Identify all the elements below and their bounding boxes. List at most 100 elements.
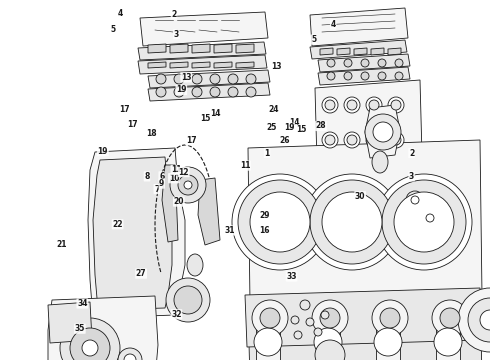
Text: 14: 14: [289, 118, 299, 127]
Polygon shape: [236, 44, 254, 53]
Polygon shape: [248, 140, 482, 303]
Circle shape: [304, 174, 400, 270]
Circle shape: [327, 59, 335, 67]
Circle shape: [210, 87, 220, 97]
Text: 16: 16: [259, 226, 270, 235]
Text: 18: 18: [147, 129, 157, 138]
Polygon shape: [170, 62, 188, 68]
Text: 25: 25: [267, 123, 277, 132]
Circle shape: [306, 318, 314, 326]
Circle shape: [347, 135, 357, 145]
Circle shape: [458, 288, 490, 352]
Polygon shape: [138, 42, 266, 60]
Bar: [376, 315, 400, 360]
Circle shape: [314, 328, 342, 356]
Circle shape: [178, 175, 198, 195]
Circle shape: [380, 308, 400, 328]
Text: 3: 3: [409, 172, 414, 181]
Circle shape: [391, 100, 401, 110]
Bar: [316, 315, 340, 360]
Text: 9: 9: [159, 179, 164, 188]
Text: 19: 19: [176, 85, 187, 94]
Text: 20: 20: [173, 197, 184, 206]
Text: 35: 35: [74, 324, 85, 333]
Circle shape: [174, 74, 184, 84]
Text: 7: 7: [154, 184, 159, 194]
Circle shape: [238, 180, 322, 264]
Polygon shape: [320, 48, 333, 55]
Text: 15: 15: [296, 125, 307, 134]
Text: 17: 17: [120, 105, 130, 114]
Circle shape: [378, 59, 386, 67]
Circle shape: [325, 135, 335, 145]
Circle shape: [254, 328, 282, 356]
Text: 32: 32: [171, 310, 182, 319]
Text: 22: 22: [112, 220, 123, 229]
Circle shape: [388, 132, 404, 148]
Text: 30: 30: [355, 192, 366, 201]
Circle shape: [310, 180, 394, 264]
Circle shape: [382, 180, 466, 264]
Text: 3: 3: [174, 30, 179, 39]
Circle shape: [347, 100, 357, 110]
Text: 4: 4: [118, 9, 122, 18]
Circle shape: [361, 59, 369, 67]
Polygon shape: [318, 54, 410, 72]
Circle shape: [170, 167, 206, 203]
Circle shape: [184, 181, 192, 189]
Circle shape: [174, 87, 184, 97]
Text: 19: 19: [284, 123, 294, 132]
Polygon shape: [148, 70, 270, 88]
Circle shape: [82, 340, 98, 356]
Circle shape: [300, 300, 310, 310]
Text: 19: 19: [98, 147, 108, 156]
Polygon shape: [198, 178, 220, 245]
Polygon shape: [138, 55, 267, 74]
Polygon shape: [93, 157, 172, 310]
Polygon shape: [310, 40, 407, 59]
Circle shape: [322, 132, 338, 148]
Text: 10: 10: [169, 174, 179, 183]
Circle shape: [388, 97, 404, 113]
Circle shape: [118, 348, 142, 360]
Circle shape: [344, 132, 360, 148]
Bar: [436, 315, 460, 360]
Text: 29: 29: [259, 211, 270, 220]
Text: 33: 33: [286, 272, 297, 281]
Text: 11: 11: [240, 161, 250, 170]
Circle shape: [166, 278, 210, 322]
Circle shape: [421, 209, 439, 227]
Circle shape: [376, 174, 472, 270]
Ellipse shape: [187, 254, 203, 276]
Polygon shape: [48, 302, 92, 343]
Circle shape: [365, 114, 401, 150]
Circle shape: [325, 100, 335, 110]
Circle shape: [366, 97, 382, 113]
Polygon shape: [388, 48, 401, 55]
Circle shape: [60, 318, 120, 360]
Circle shape: [369, 100, 379, 110]
Polygon shape: [245, 288, 482, 347]
Circle shape: [395, 72, 403, 80]
Circle shape: [369, 135, 379, 145]
Polygon shape: [354, 48, 367, 55]
Circle shape: [315, 340, 345, 360]
Circle shape: [344, 97, 360, 113]
Circle shape: [322, 97, 338, 113]
Text: 13: 13: [181, 73, 192, 82]
Text: 31: 31: [224, 226, 235, 235]
Circle shape: [314, 328, 322, 336]
Polygon shape: [371, 48, 384, 55]
Circle shape: [192, 74, 202, 84]
Circle shape: [250, 192, 310, 252]
Polygon shape: [140, 12, 268, 46]
Circle shape: [252, 300, 288, 336]
Polygon shape: [236, 62, 254, 68]
Text: 26: 26: [279, 136, 290, 145]
Circle shape: [432, 300, 468, 336]
Text: 2: 2: [172, 10, 176, 19]
Circle shape: [322, 192, 382, 252]
Text: 15: 15: [200, 114, 211, 123]
Circle shape: [294, 331, 302, 339]
Text: 27: 27: [136, 269, 147, 278]
